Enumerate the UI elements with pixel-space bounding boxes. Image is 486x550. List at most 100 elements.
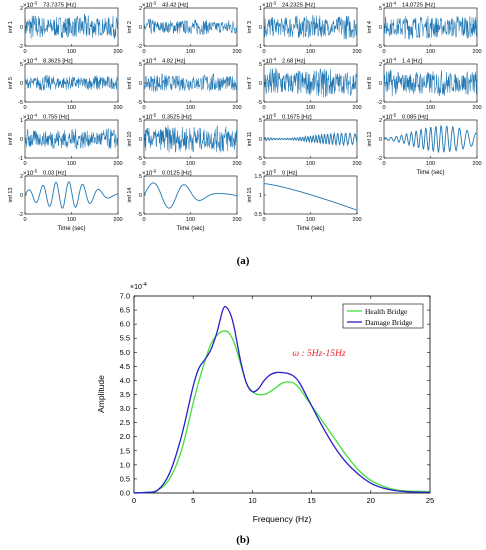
imf-xtick-label: 200 <box>472 105 481 111</box>
imf-ytick-label: 5 <box>259 62 262 68</box>
imf-xtick-label: 100 <box>67 105 76 111</box>
imf-xtick-label: 200 <box>232 49 241 55</box>
y-axis-label: Amplitude <box>96 375 106 413</box>
imf-xtick-label: 100 <box>67 161 76 167</box>
imf-exponent: ×10-4 <box>262 57 277 66</box>
spectrum-chart: 0.0 0.5 1.0 1.5 2.0 2.5 3.0 3.5 4.0 4.5 5.0 5.5 6.0 6… <box>96 282 434 524</box>
imf-ytick-label: -5 <box>137 156 142 162</box>
legend-box <box>342 303 424 329</box>
imf-ytick-label: 0 <box>20 81 23 87</box>
imf-signal <box>263 183 358 211</box>
imf-exponent: ×10-4 <box>382 1 397 10</box>
imf-ytick-label: 2 <box>20 174 23 180</box>
imf-xtick-label: 200 <box>352 49 361 55</box>
x-tick-label: 10 <box>248 496 256 505</box>
legend-label-health: Health Bridge <box>365 307 408 316</box>
imf-xtick-label: 0 <box>382 49 385 55</box>
imf-ytick-label: -1 <box>257 44 262 50</box>
imf-signal <box>383 15 478 40</box>
imf-frequency: 14.0725 [Hz] <box>402 3 435 9</box>
imf-ylabel: imf 5 <box>8 77 14 89</box>
imf-panel-frame <box>24 175 119 215</box>
imf-ytick-label: 0 <box>139 25 142 31</box>
imf-ytick-label: 0 <box>379 25 382 31</box>
imf-signal <box>24 74 119 92</box>
imf-frequency: 0.755 [Hz] <box>43 115 70 121</box>
y-tick-label: 0.5 <box>120 474 130 483</box>
imf-signal <box>263 131 358 147</box>
imf-signal <box>143 182 238 209</box>
imf-ytick-label: 0 <box>259 81 262 87</box>
legend: Health Bridge Damage Bridge <box>342 303 424 329</box>
y-tick-label: 1.5 <box>120 446 130 455</box>
figure-label-a: (a) <box>237 255 250 267</box>
imf-ytick-label: 1 <box>20 118 23 124</box>
imf-ylabel: imf 6 <box>127 77 133 89</box>
imf-frequency: 0.3525 [Hz] <box>162 115 192 121</box>
imf-ytick-label: 1 <box>259 6 262 12</box>
imf-xtick-label: 200 <box>232 217 241 223</box>
x-tick-label: 0 <box>132 496 136 505</box>
x-tick-label: 15 <box>307 496 315 505</box>
imf-ylabel: imf 10 <box>127 132 133 147</box>
y-tick-label: 4.0 <box>120 376 130 385</box>
imf-exponent: ×10-5 <box>23 169 38 178</box>
imf-frequency: 2.68 [Hz] <box>282 59 306 65</box>
imf-xtick-label: 0 <box>382 161 385 167</box>
imf-exponent: ×10-5 <box>142 113 157 122</box>
imf-xtick-label: 0 <box>262 161 265 167</box>
imf-xtick-label: 0 <box>382 105 385 111</box>
imf-frequency: 0.0125 [Hz] <box>162 171 192 177</box>
imf-exponent: ×10-4 <box>142 57 157 66</box>
imf-ytick-label: 5 <box>259 118 262 124</box>
imf-frequency: 24.2325 [Hz] <box>282 3 315 9</box>
imf-ylabel: imf 11 <box>247 132 253 147</box>
imf-xtick-label: 0 <box>142 105 145 111</box>
imf-xtick-label: 200 <box>232 161 241 167</box>
imf-ytick-label: 2 <box>379 62 382 68</box>
imf-exponent: ×10-3 <box>262 1 277 10</box>
imf-frequency: 8.3625 [Hz] <box>43 59 73 65</box>
imf-ytick-label: 5 <box>20 62 23 68</box>
imf-xtick-label: 100 <box>67 217 76 223</box>
imf-ytick-label: 2 <box>20 6 23 12</box>
imf-panel-frame <box>143 7 238 47</box>
imf-ylabel: imf 12 <box>367 132 373 147</box>
x-tick-label: 20 <box>367 496 375 505</box>
imf-xtick-label: 100 <box>67 49 76 55</box>
imf-ytick-label: 1.5 <box>254 174 262 180</box>
imf-ylabel: imf 3 <box>247 21 253 33</box>
imf-ytick-label: 2 <box>139 6 142 12</box>
imf-ytick-label: -5 <box>257 100 262 106</box>
y-tick-label: 3.0 <box>120 404 130 413</box>
imf-ytick-label: 0 <box>139 81 142 87</box>
series-line-damage <box>133 305 431 494</box>
imf-exponent: ×10-4 <box>382 57 397 66</box>
imf-xtick-label: 0 <box>262 105 265 111</box>
imf-xtick-label: 0 <box>262 217 265 223</box>
imf-xtick-label: 0 <box>142 161 145 167</box>
imf-panel-frame <box>143 175 238 215</box>
imf-ytick-label: 0.5 <box>254 212 262 218</box>
y-tick-label: 4.5 <box>120 362 130 371</box>
imf-xtick-label: 0 <box>142 49 145 55</box>
imf-frequency: 73.7375 [Hz] <box>43 3 76 9</box>
imf-ytick-label: -1 <box>18 156 23 162</box>
imf-frequency: 0.03 [Hz] <box>43 171 67 177</box>
imf-ylabel: imf 15 <box>247 188 253 203</box>
imf-signal <box>383 69 478 97</box>
imf-xtick-label: 200 <box>472 161 481 167</box>
imf-xtick-label: 0 <box>23 105 26 111</box>
imf-signal <box>143 125 238 153</box>
y-tick-label: 6.0 <box>120 320 130 329</box>
imf-xtick-label: 100 <box>426 105 435 111</box>
imf-frequency: 0.1675 [Hz] <box>282 115 312 121</box>
imf-xtick-label: 0 <box>262 49 265 55</box>
